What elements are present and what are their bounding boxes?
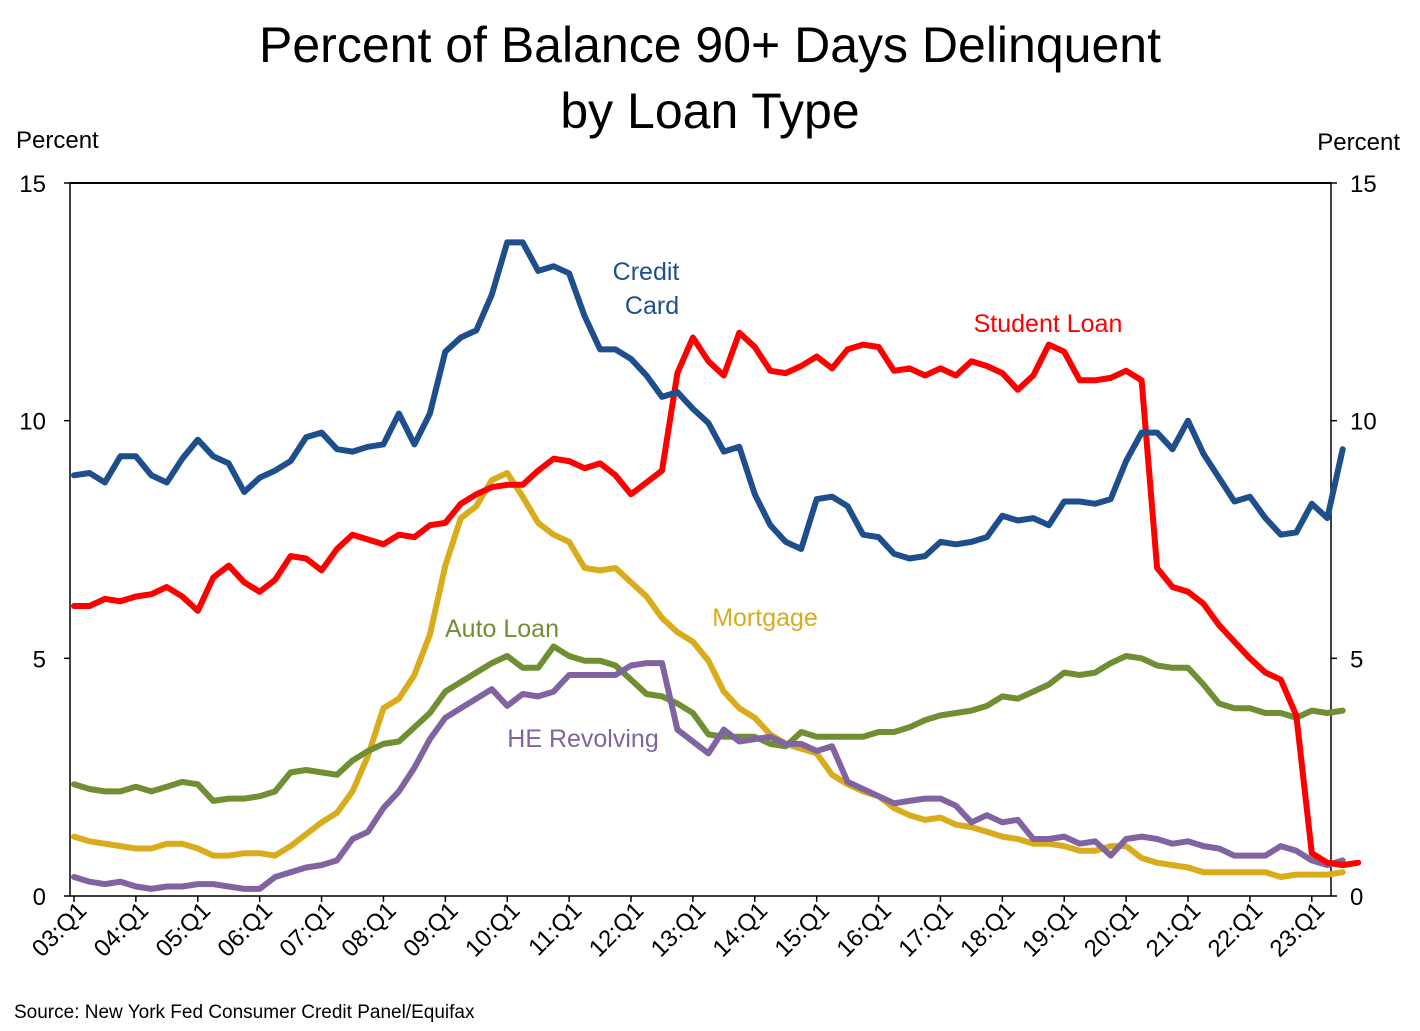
x-tick-label: 13:Q1	[646, 897, 711, 962]
y-tick-label-right: 15	[1350, 171, 1377, 198]
x-tick-label: 21:Q1	[1141, 897, 1206, 962]
x-tick-label: 10:Q1	[460, 897, 525, 962]
chart-title-line-2: by Loan Type	[560, 83, 859, 139]
series-labels: Credit Card Student Loan Mortgage Auto Loan H…	[445, 258, 1122, 753]
x-tick-label: 05:Q1	[151, 897, 216, 962]
y-tick-label-left: 15	[19, 171, 46, 198]
series-line-he-revolving	[71, 660, 1346, 892]
y-tick-label-left: 0	[33, 884, 46, 911]
series-lines	[71, 239, 1362, 892]
y-tick-label-left: 5	[33, 646, 46, 673]
y-tick-label-right: 5	[1350, 646, 1363, 673]
x-tick-label: 22:Q1	[1203, 897, 1268, 962]
y-axis-left-unit: Percent	[16, 127, 99, 154]
series-line-auto-loan	[71, 643, 1346, 804]
x-tick-label: 07:Q1	[274, 897, 339, 962]
x-tick-label: 14:Q1	[708, 897, 773, 962]
y-tick-label-right: 10	[1350, 409, 1377, 436]
series-line-mortgage	[71, 470, 1346, 880]
x-tick-label: 12:Q1	[584, 897, 649, 962]
y-axis-right-unit: Percent	[1317, 129, 1400, 156]
series-label-he-revolving: HE Revolving	[507, 725, 658, 753]
y-axis-ticks: 0 0 5 5 10 10 15 15	[19, 171, 1376, 911]
series-label-auto-loan: Auto Loan	[445, 615, 559, 643]
x-tick-label: 20:Q1	[1079, 897, 1144, 962]
x-tick-label: 18:Q1	[955, 897, 1020, 962]
series-label-student-loan: Student Loan	[974, 310, 1123, 338]
x-tick-label: 15:Q1	[770, 897, 835, 962]
series-line-credit-card	[71, 239, 1346, 562]
x-tick-label: 11:Q1	[523, 897, 587, 961]
x-tick-label: 23:Q1	[1265, 897, 1330, 962]
x-tick-label: 06:Q1	[213, 897, 278, 962]
series-label-credit-card: Credit	[613, 258, 680, 286]
x-tick-label: 17:Q1	[893, 897, 958, 962]
x-tick-label: 08:Q1	[336, 897, 401, 962]
series-label-credit-card: Card	[625, 292, 679, 320]
x-tick-label: 16:Q1	[831, 897, 896, 962]
series-label-mortgage: Mortgage	[712, 604, 818, 632]
x-tick-label: 04:Q1	[89, 897, 154, 962]
x-tick-label: 19:Q1	[1017, 897, 1082, 962]
plot-area	[69, 182, 1332, 897]
y-tick-label-left: 10	[19, 409, 46, 436]
y-tick-label-right: 0	[1350, 884, 1363, 911]
x-tick-label: 09:Q1	[398, 897, 463, 962]
x-axis-ticks: 03:Q104:Q105:Q106:Q107:Q108:Q109:Q110:Q1…	[27, 896, 1330, 962]
source-note: Source: New York Fed Consumer Credit Pan…	[14, 1002, 475, 1023]
chart-title-line-1: Percent of Balance 90+ Days Delinquent	[259, 17, 1161, 73]
series-line-student-loan	[71, 329, 1362, 869]
